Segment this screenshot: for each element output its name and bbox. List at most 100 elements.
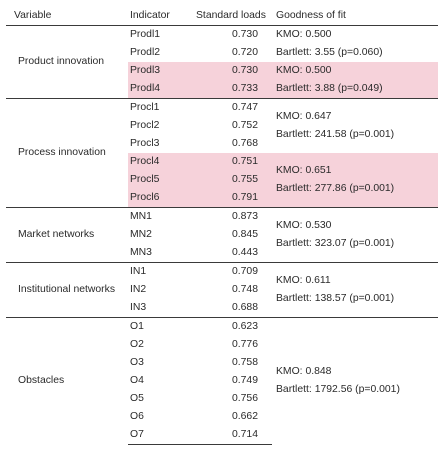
variable-cell: Process innovation (6, 98, 128, 208)
goodness-of-fit-cell: KMO: 0.611 Bartlett: 138.57 (p=0.001) (272, 262, 438, 318)
indicator-cell: IN3 (130, 302, 147, 313)
table-row: O3 0.758 (6, 354, 438, 372)
indicator-cell: O5 (130, 393, 144, 404)
standard-load-cell: 0.749 (231, 375, 258, 386)
variable-cell: Institutional networks (6, 262, 128, 318)
indicator-cell: Procl2 (130, 120, 160, 131)
table-row: Market networks MN1 0.873 KMO: 0.530 Bartlet… (6, 207, 438, 263)
standard-load-cell: 0.662 (231, 411, 258, 422)
standard-load-cell: 0.768 (231, 138, 258, 149)
standard-load-cell: 0.752 (231, 120, 258, 131)
bartlett-value: Bartlett: 323.07 (p=0.001) (276, 238, 395, 249)
indicator-cell: O2 (130, 339, 144, 350)
table-row: Procl3 0.768 (6, 135, 438, 153)
standard-load-cell: 0.730 (192, 62, 272, 80)
kmo-value: KMO: 0.500 (276, 29, 332, 40)
table-row: Procl5 0.755 (6, 171, 438, 189)
standard-load-cell: 0.623 (192, 317, 272, 336)
table-row: Procl4 0.751 KMO: 0.651 Bartlett: 277.86 (p… (6, 153, 438, 208)
standard-load-cell: 0.733 (192, 80, 272, 99)
table-row: IN3 0.688 (6, 299, 438, 318)
indicator-cell: Procl4 (128, 153, 192, 171)
header-standard-loads: Standard loads (192, 6, 272, 26)
bartlett-value: Bartlett: 138.57 (p=0.001) (276, 293, 395, 304)
variable-cell: Market networks (6, 207, 128, 263)
indicator-cell: MN1 (128, 207, 192, 226)
table-row: O6 0.662 (6, 408, 438, 426)
table-row: O4 0.749 (6, 372, 438, 390)
standard-load-cell: 0.714 (192, 426, 272, 445)
indicator-cell: Procl5 (128, 171, 192, 189)
standard-load-cell: 0.756 (231, 393, 258, 404)
standard-load-cell: 0.720 (231, 47, 258, 58)
standard-load-cell: 0.755 (192, 171, 272, 189)
table-row: Procl6 0.791 (6, 189, 438, 208)
indicator-cell: Procl1 (128, 98, 192, 117)
table-row: O7 0.714 (6, 426, 438, 445)
kmo-value: KMO: 0.530 (276, 220, 332, 231)
indicator-cell: O4 (130, 375, 144, 386)
table-row: Institutional networks IN1 0.709 KMO: 0.611… (6, 262, 438, 318)
table-row: Prodl3 0.730 KMO: 0.500 Bartlett: 3.88 (p=0… (6, 62, 438, 99)
header-variable: Variable (6, 6, 128, 26)
kmo-value: KMO: 0.500 (276, 65, 332, 76)
indicator-cell: O7 (128, 426, 192, 445)
standard-load-cell: 0.751 (192, 153, 272, 171)
table-row: Obstacles O1 0.623 KMO: 0.848 Bartlett: 1792… (6, 317, 438, 445)
bartlett-value: Bartlett: 3.88 (p=0.049) (276, 83, 383, 94)
standard-load-cell: 0.791 (192, 189, 272, 208)
standard-load-cell: 0.443 (231, 247, 258, 258)
variable-cell: Product innovation (18, 56, 105, 67)
goodness-of-fit-cell: KMO: 0.848 Bartlett: 1792.56 (p=0.001) (272, 317, 438, 445)
table-row: Prodl2 0.720 (6, 44, 438, 62)
table-row: Prodl4 0.733 (6, 80, 438, 99)
indicator-cell: Prodl2 (130, 47, 161, 58)
table-row: O2 0.776 (6, 336, 438, 354)
kmo-value: KMO: 0.611 (276, 275, 331, 286)
kmo-value: KMO: 0.848 (276, 366, 332, 378)
standard-load-cell: 0.730 (231, 29, 258, 40)
bartlett-value: Bartlett: 241.58 (p=0.001) (276, 129, 395, 140)
kmo-value: KMO: 0.651 (276, 165, 332, 176)
indicator-cell: Procl3 (130, 138, 160, 149)
indicator-cell: IN1 (128, 262, 192, 281)
goodness-of-fit-cell: KMO: 0.500 Bartlett: 3.55 (p=0.060) (272, 26, 438, 63)
indicator-cell: Prodl1 (130, 29, 161, 40)
indicator-cell: IN2 (130, 284, 147, 295)
standard-load-cell: 0.709 (192, 262, 272, 281)
kmo-value: KMO: 0.647 (276, 111, 332, 122)
table-row: MN2 0.845 (6, 226, 438, 244)
indicator-cell: Prodl3 (128, 62, 192, 80)
standard-load-cell: 0.688 (231, 302, 258, 313)
standard-load-cell: 0.873 (192, 207, 272, 226)
standard-load-cell: 0.776 (231, 339, 258, 350)
standard-load-cell: 0.845 (231, 229, 258, 240)
table-body: Product innovation Prodl1 0.730 KMO: 0.500 B… (6, 26, 438, 445)
table-row: MN3 0.443 (6, 244, 438, 263)
standard-load-cell: 0.747 (192, 98, 272, 117)
standard-load-cell: 0.758 (231, 357, 258, 368)
goodness-of-fit-cell: KMO: 0.651 Bartlett: 277.86 (p=0.001) (272, 153, 438, 208)
header-goodness-of-fit: Goodness of fit (272, 6, 438, 26)
table-row: Product innovation Prodl1 0.730 KMO: 0.500 B… (6, 26, 438, 67)
factor-analysis-table: Variable Indicator Standard loads Goodne… (6, 6, 438, 445)
bartlett-value: Bartlett: 3.55 (p=0.060) (276, 47, 383, 58)
variable-cell: Obstacles (6, 317, 128, 445)
table-row: O5 0.756 (6, 390, 438, 408)
goodness-of-fit-cell: KMO: 0.647 Bartlett: 241.58 (p=0.001) (272, 98, 438, 153)
goodness-of-fit-cell: KMO: 0.530 Bartlett: 323.07 (p=0.001) (272, 207, 438, 263)
table-header: Variable Indicator Standard loads Goodne… (6, 6, 438, 26)
bartlett-value: Bartlett: 277.86 (p=0.001) (276, 183, 395, 194)
bartlett-value: Bartlett: 1792.56 (p=0.001) (276, 384, 400, 396)
indicator-cell: MN2 (130, 229, 152, 240)
indicator-cell: MN3 (130, 247, 152, 258)
header-row: Variable Indicator Standard loads Goodne… (6, 6, 438, 26)
indicator-cell: O3 (130, 357, 144, 368)
table-row: Process innovation Procl1 0.747 KMO: 0.647 B… (6, 98, 438, 208)
goodness-of-fit-cell: KMO: 0.500 Bartlett: 3.88 (p=0.049) (272, 62, 438, 99)
indicator-cell: O6 (130, 411, 144, 422)
header-indicator: Indicator (128, 6, 192, 26)
indicator-cell: O1 (128, 317, 192, 336)
standard-load-cell: 0.748 (231, 284, 258, 295)
indicator-cell: Prodl4 (128, 80, 192, 99)
